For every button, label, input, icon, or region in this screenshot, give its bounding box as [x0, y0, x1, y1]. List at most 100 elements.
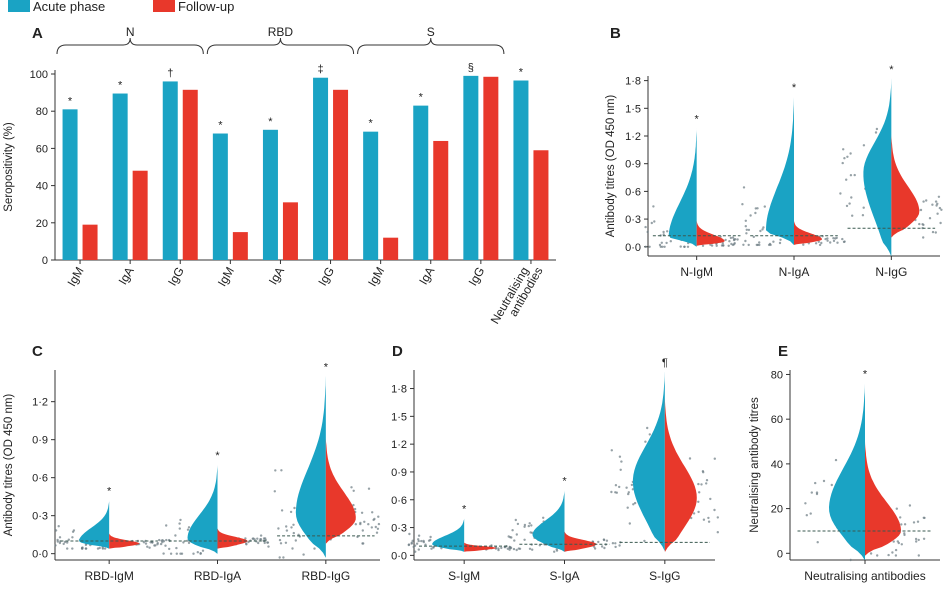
data-point — [429, 535, 432, 539]
panel-b-category-label: N-IgM — [680, 265, 713, 279]
panel-c-category-label: RBD-IgM — [84, 569, 133, 583]
data-point — [919, 208, 923, 212]
data-point — [162, 540, 166, 543]
bar-acute-2 — [162, 81, 178, 260]
data-point — [928, 217, 932, 220]
data-point — [874, 131, 878, 134]
data-point — [497, 548, 500, 552]
data-point — [842, 148, 845, 151]
data-point — [273, 490, 276, 493]
panel-e-y-tick-label: 60 — [771, 414, 783, 426]
data-point — [515, 533, 518, 536]
data-point — [602, 538, 606, 541]
panel-a-category-label: IgM — [215, 265, 237, 289]
data-point — [293, 506, 296, 510]
data-point — [244, 537, 247, 540]
data-point — [294, 539, 297, 542]
data-point — [72, 529, 76, 532]
data-point — [744, 239, 747, 243]
data-point — [742, 186, 746, 189]
violin-acute-c-0 — [79, 500, 110, 549]
data-point — [517, 547, 520, 550]
data-point — [732, 243, 736, 246]
bar-acute-9 — [513, 80, 529, 260]
violin-significance-mark: * — [792, 82, 797, 94]
panel-b-category-label: N-IgG — [875, 265, 907, 279]
data-point — [709, 497, 712, 501]
data-point — [614, 484, 618, 487]
data-point — [736, 238, 739, 241]
data-point — [600, 545, 604, 548]
panel-e-y-tick-label: 0 — [777, 548, 783, 560]
panel-d-y-tick-label: 0·9 — [391, 467, 407, 479]
data-point — [267, 545, 270, 548]
data-point — [820, 241, 823, 245]
panel-label-a: A — [32, 25, 43, 42]
panel-c-category-label: RBD-IgA — [194, 569, 241, 583]
data-point — [745, 228, 748, 231]
data-point — [302, 553, 305, 556]
data-point — [903, 533, 906, 537]
data-point — [908, 504, 912, 507]
bar-acute-7 — [413, 105, 429, 261]
data-point — [410, 541, 413, 544]
bar-acute-0 — [62, 109, 78, 260]
data-point — [669, 240, 672, 243]
data-point — [252, 537, 255, 540]
data-point — [752, 235, 755, 239]
panel-label-d: D — [392, 343, 403, 360]
data-point — [894, 554, 898, 557]
data-point — [54, 544, 57, 547]
data-point — [690, 516, 693, 520]
data-point — [280, 469, 283, 472]
data-point — [84, 547, 88, 550]
group-brace-rbd — [206, 37, 355, 55]
data-point — [146, 545, 149, 548]
data-point — [759, 229, 762, 233]
violin-significance-mark: * — [695, 114, 700, 126]
data-point — [701, 470, 705, 473]
bar-follow-up-4 — [282, 202, 298, 260]
data-point — [843, 157, 846, 160]
data-point — [165, 524, 168, 527]
data-point — [830, 483, 833, 487]
data-point — [705, 482, 708, 485]
bar-acute-8 — [463, 75, 479, 260]
panel-label-e: E — [778, 343, 788, 360]
bar-follow-up-0 — [82, 224, 98, 260]
data-point — [826, 239, 829, 242]
data-point — [282, 556, 285, 559]
data-point — [730, 242, 733, 246]
data-point — [754, 207, 757, 210]
data-point — [372, 518, 375, 522]
violin-acute-d-1 — [532, 490, 565, 552]
group-brace-n — [56, 37, 204, 55]
data-point — [289, 510, 293, 514]
data-point — [849, 152, 852, 155]
data-point — [772, 240, 775, 243]
data-point — [742, 243, 745, 246]
bar-significance-mark: * — [68, 95, 73, 107]
data-point — [370, 526, 373, 529]
data-point — [430, 547, 433, 550]
panel-a-category-label: IgG — [315, 265, 337, 289]
data-point — [891, 551, 894, 554]
data-point — [291, 547, 294, 550]
group-brace-s — [357, 37, 505, 55]
data-point — [352, 489, 355, 492]
data-point — [367, 487, 371, 490]
data-point — [417, 534, 421, 537]
data-point — [923, 516, 926, 520]
data-point — [804, 502, 807, 505]
violin-significance-mark: * — [889, 64, 894, 76]
data-point — [174, 534, 177, 537]
data-point — [644, 245, 647, 248]
data-point — [54, 529, 58, 532]
panel-d-category-label: S-IgM — [448, 569, 480, 583]
data-point — [175, 552, 178, 555]
data-point — [628, 522, 631, 525]
data-point — [154, 544, 157, 547]
data-point — [832, 239, 836, 243]
panel-a-category-label: IgG — [466, 265, 488, 289]
data-point — [627, 492, 630, 496]
